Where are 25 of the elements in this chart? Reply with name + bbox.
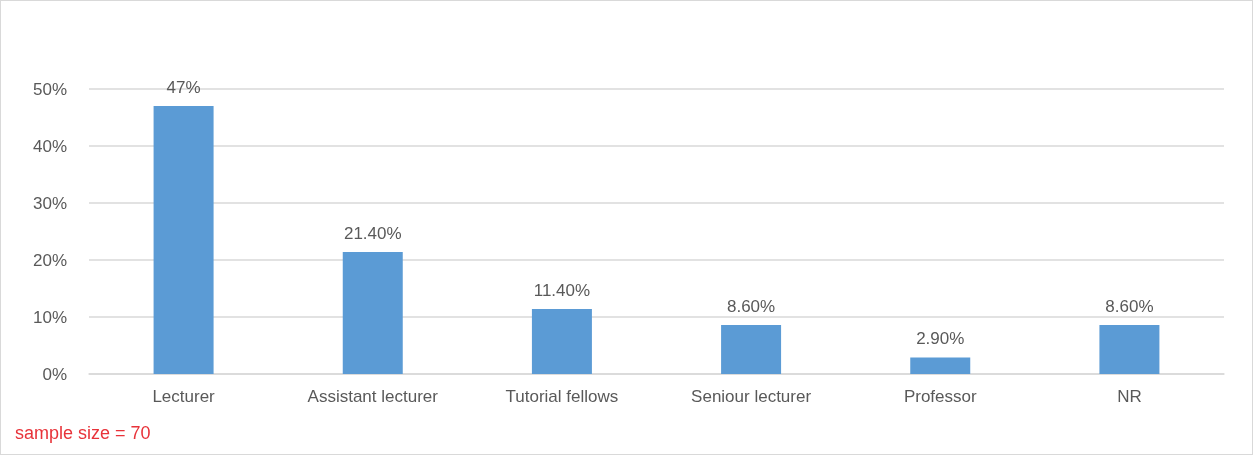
x-tick-label: Lecturer	[152, 387, 216, 406]
x-tick-label: Tutorial fellows	[505, 387, 619, 406]
bar	[721, 324, 782, 374]
y-tick-label: 20%	[32, 250, 67, 270]
data-label: 21.40%	[343, 224, 402, 244]
bar	[531, 309, 592, 374]
y-tick-label: 10%	[32, 307, 67, 327]
y-tick-label: 0%	[42, 364, 67, 384]
data-label: 11.40%	[533, 281, 591, 301]
bar	[153, 106, 214, 374]
y-tick-label: 50%	[32, 79, 67, 99]
bar	[342, 252, 403, 374]
x-tick-label: Professor	[903, 387, 977, 406]
data-label: 47%	[166, 78, 201, 98]
y-tick-label: 40%	[32, 136, 67, 156]
x-tick-label: NR	[1117, 387, 1142, 406]
x-tick-label: Seniour lecturer	[691, 387, 812, 406]
bar	[910, 357, 971, 374]
data-label: 2.90%	[916, 329, 965, 349]
bar	[1099, 324, 1160, 374]
data-label: 8.60%	[1105, 296, 1154, 316]
text: sample size = 70	[15, 423, 151, 443]
x-tick-label: Assistant lecturer	[307, 387, 439, 406]
data-label: 8.60%	[726, 296, 776, 316]
y-tick-label: 30%	[32, 193, 67, 213]
